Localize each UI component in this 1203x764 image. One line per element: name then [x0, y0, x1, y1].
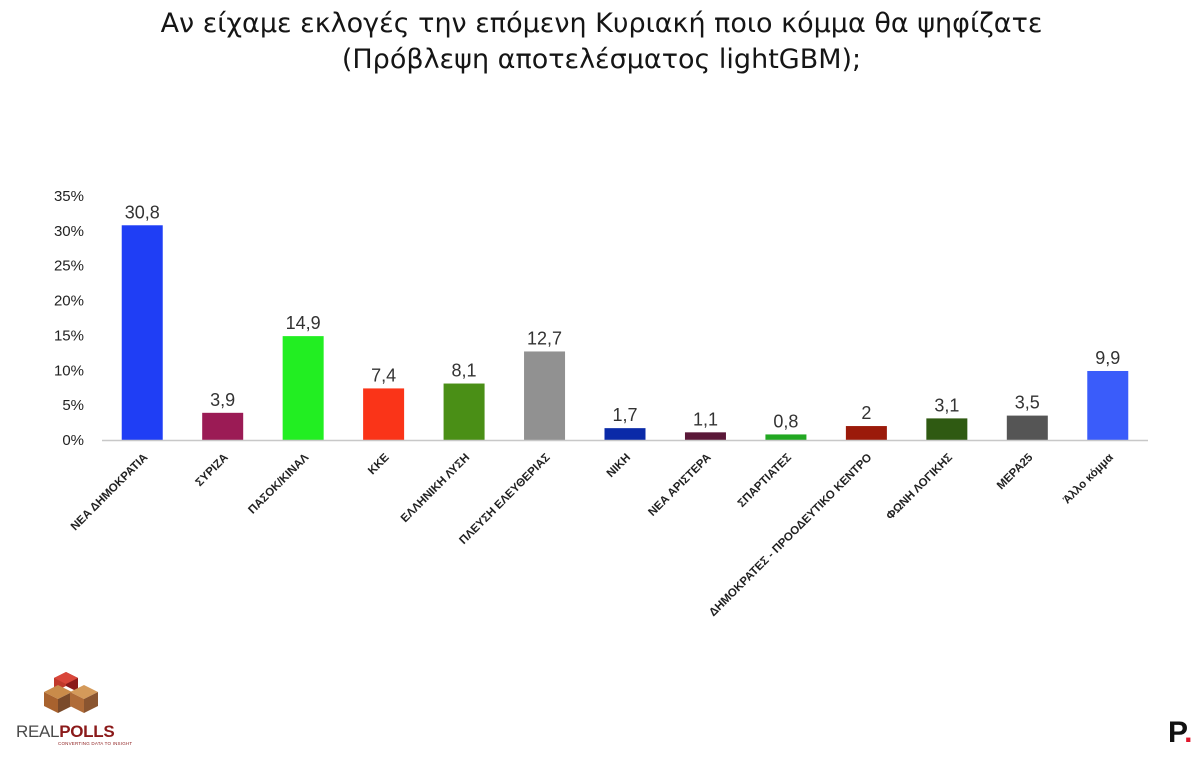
- data-label: 1,7: [612, 405, 637, 425]
- x-tick-label: Άλλο κόμμα: [1061, 452, 1116, 507]
- data-label: 0,8: [773, 411, 798, 431]
- bar: [765, 434, 807, 440]
- x-tick-label: ΣΠΑΡΤΙΑΤΕΣ: [736, 452, 794, 510]
- bar: [282, 336, 324, 440]
- data-label: 1,1: [693, 409, 718, 429]
- x-tick-label: ΣΥΡΙΖΑ: [193, 452, 230, 489]
- bar: [684, 432, 726, 440]
- bar: [845, 426, 887, 440]
- data-label: 9,9: [1095, 348, 1120, 368]
- realpolls-logo-icon: [44, 672, 98, 713]
- y-tick-label: 5%: [62, 397, 84, 414]
- y-tick-label: 35%: [54, 188, 84, 205]
- data-label: 7,4: [371, 365, 396, 385]
- logo-text-part-2: POLLS: [59, 722, 115, 741]
- data-label: 12,7: [527, 328, 562, 348]
- x-tick-label: ΚΚΕ: [366, 451, 392, 477]
- bar: [443, 383, 485, 440]
- x-tick-label: ΠΛΕΥΣΗ ΕΛΕΥΘΕΡΙΑΣ: [457, 452, 552, 547]
- bar: [524, 351, 566, 440]
- logo-tagline: CONVERTING DATA TO INSIGHT: [58, 741, 133, 746]
- brand-mark: P.: [1168, 716, 1193, 750]
- x-tick-label: ΝΕΑ ΔΗΜΟΚΡΑΤΙΑ: [69, 452, 150, 533]
- y-tick-label: 15%: [54, 327, 84, 344]
- x-tick-label: ΦΩΝΗ ΛΟΓΙΚΗΣ: [884, 452, 955, 523]
- x-tick-label: ΔΗΜΟΚΡΑΤΕΣ - ΠΡΟΟΔΕΥΤΙΚΟ ΚΕΝΤΡΟ: [707, 452, 874, 619]
- data-label: 3,9: [210, 390, 235, 410]
- bars: 30,8 3,9 14,9 7,4 8,1 12,7 1,7 1,1 0,8 2 3,1 3,5 9,9: [121, 202, 1129, 440]
- x-tick-label: ΝΙΚΗ: [605, 452, 633, 480]
- chart-title: Αν είχαμε εκλογές την επόμενη Κυριακή πο…: [0, 6, 1203, 78]
- data-label: 30,8: [125, 202, 160, 222]
- bar: [121, 225, 163, 440]
- brand-mark-letter: P: [1168, 716, 1185, 749]
- logo-text-part-1: REAL: [16, 722, 60, 741]
- y-tick-label: 0%: [62, 432, 84, 449]
- y-tick-label: 20%: [54, 293, 84, 310]
- x-axis: ΝΕΑ ΔΗΜΟΚΡΑΤΙΑ ΣΥΡΙΖΑ ΠΑΣΟΚ/ΚΙΝΑΛ ΚΚΕ ΕΛΛΗΝΙ…: [69, 439, 1148, 619]
- bar: [1006, 415, 1048, 440]
- data-label: 3,5: [1015, 393, 1040, 413]
- y-tick-label: 10%: [54, 362, 84, 379]
- bar: [363, 388, 405, 440]
- data-label: 3,1: [934, 395, 959, 415]
- data-label: 2: [861, 403, 871, 423]
- chart-title-line-1: Αν είχαμε εκλογές την επόμενη Κυριακή πο…: [160, 8, 1043, 39]
- x-tick-label: ΕΛΛΗΝΙΚΗ ΛΥΣΗ: [399, 452, 472, 525]
- y-tick-label: 25%: [54, 258, 84, 275]
- brand-mark-dot: .: [1184, 716, 1193, 749]
- bar: [604, 428, 646, 440]
- bar: [202, 412, 244, 440]
- data-label: 14,9: [286, 313, 321, 333]
- x-tick-label: ΜΕΡΑ25: [995, 451, 1036, 492]
- bar: [1087, 370, 1129, 440]
- x-tick-label: ΠΑΣΟΚ/ΚΙΝΑΛ: [246, 451, 311, 516]
- chart-title-line-2: (Πρόβλεψη αποτελέσματος lightGBM);: [341, 44, 862, 75]
- x-tick-label: ΝΕΑ ΑΡΙΣΤΕΡΑ: [646, 452, 713, 519]
- y-tick-label: 30%: [54, 223, 84, 240]
- bar: [926, 418, 968, 440]
- realpolls-logo-text: REALPOLLS: [16, 722, 115, 742]
- y-axis: 0% 5% 10% 15% 20% 25% 30% 35%: [54, 188, 84, 449]
- data-label: 8,1: [452, 361, 477, 381]
